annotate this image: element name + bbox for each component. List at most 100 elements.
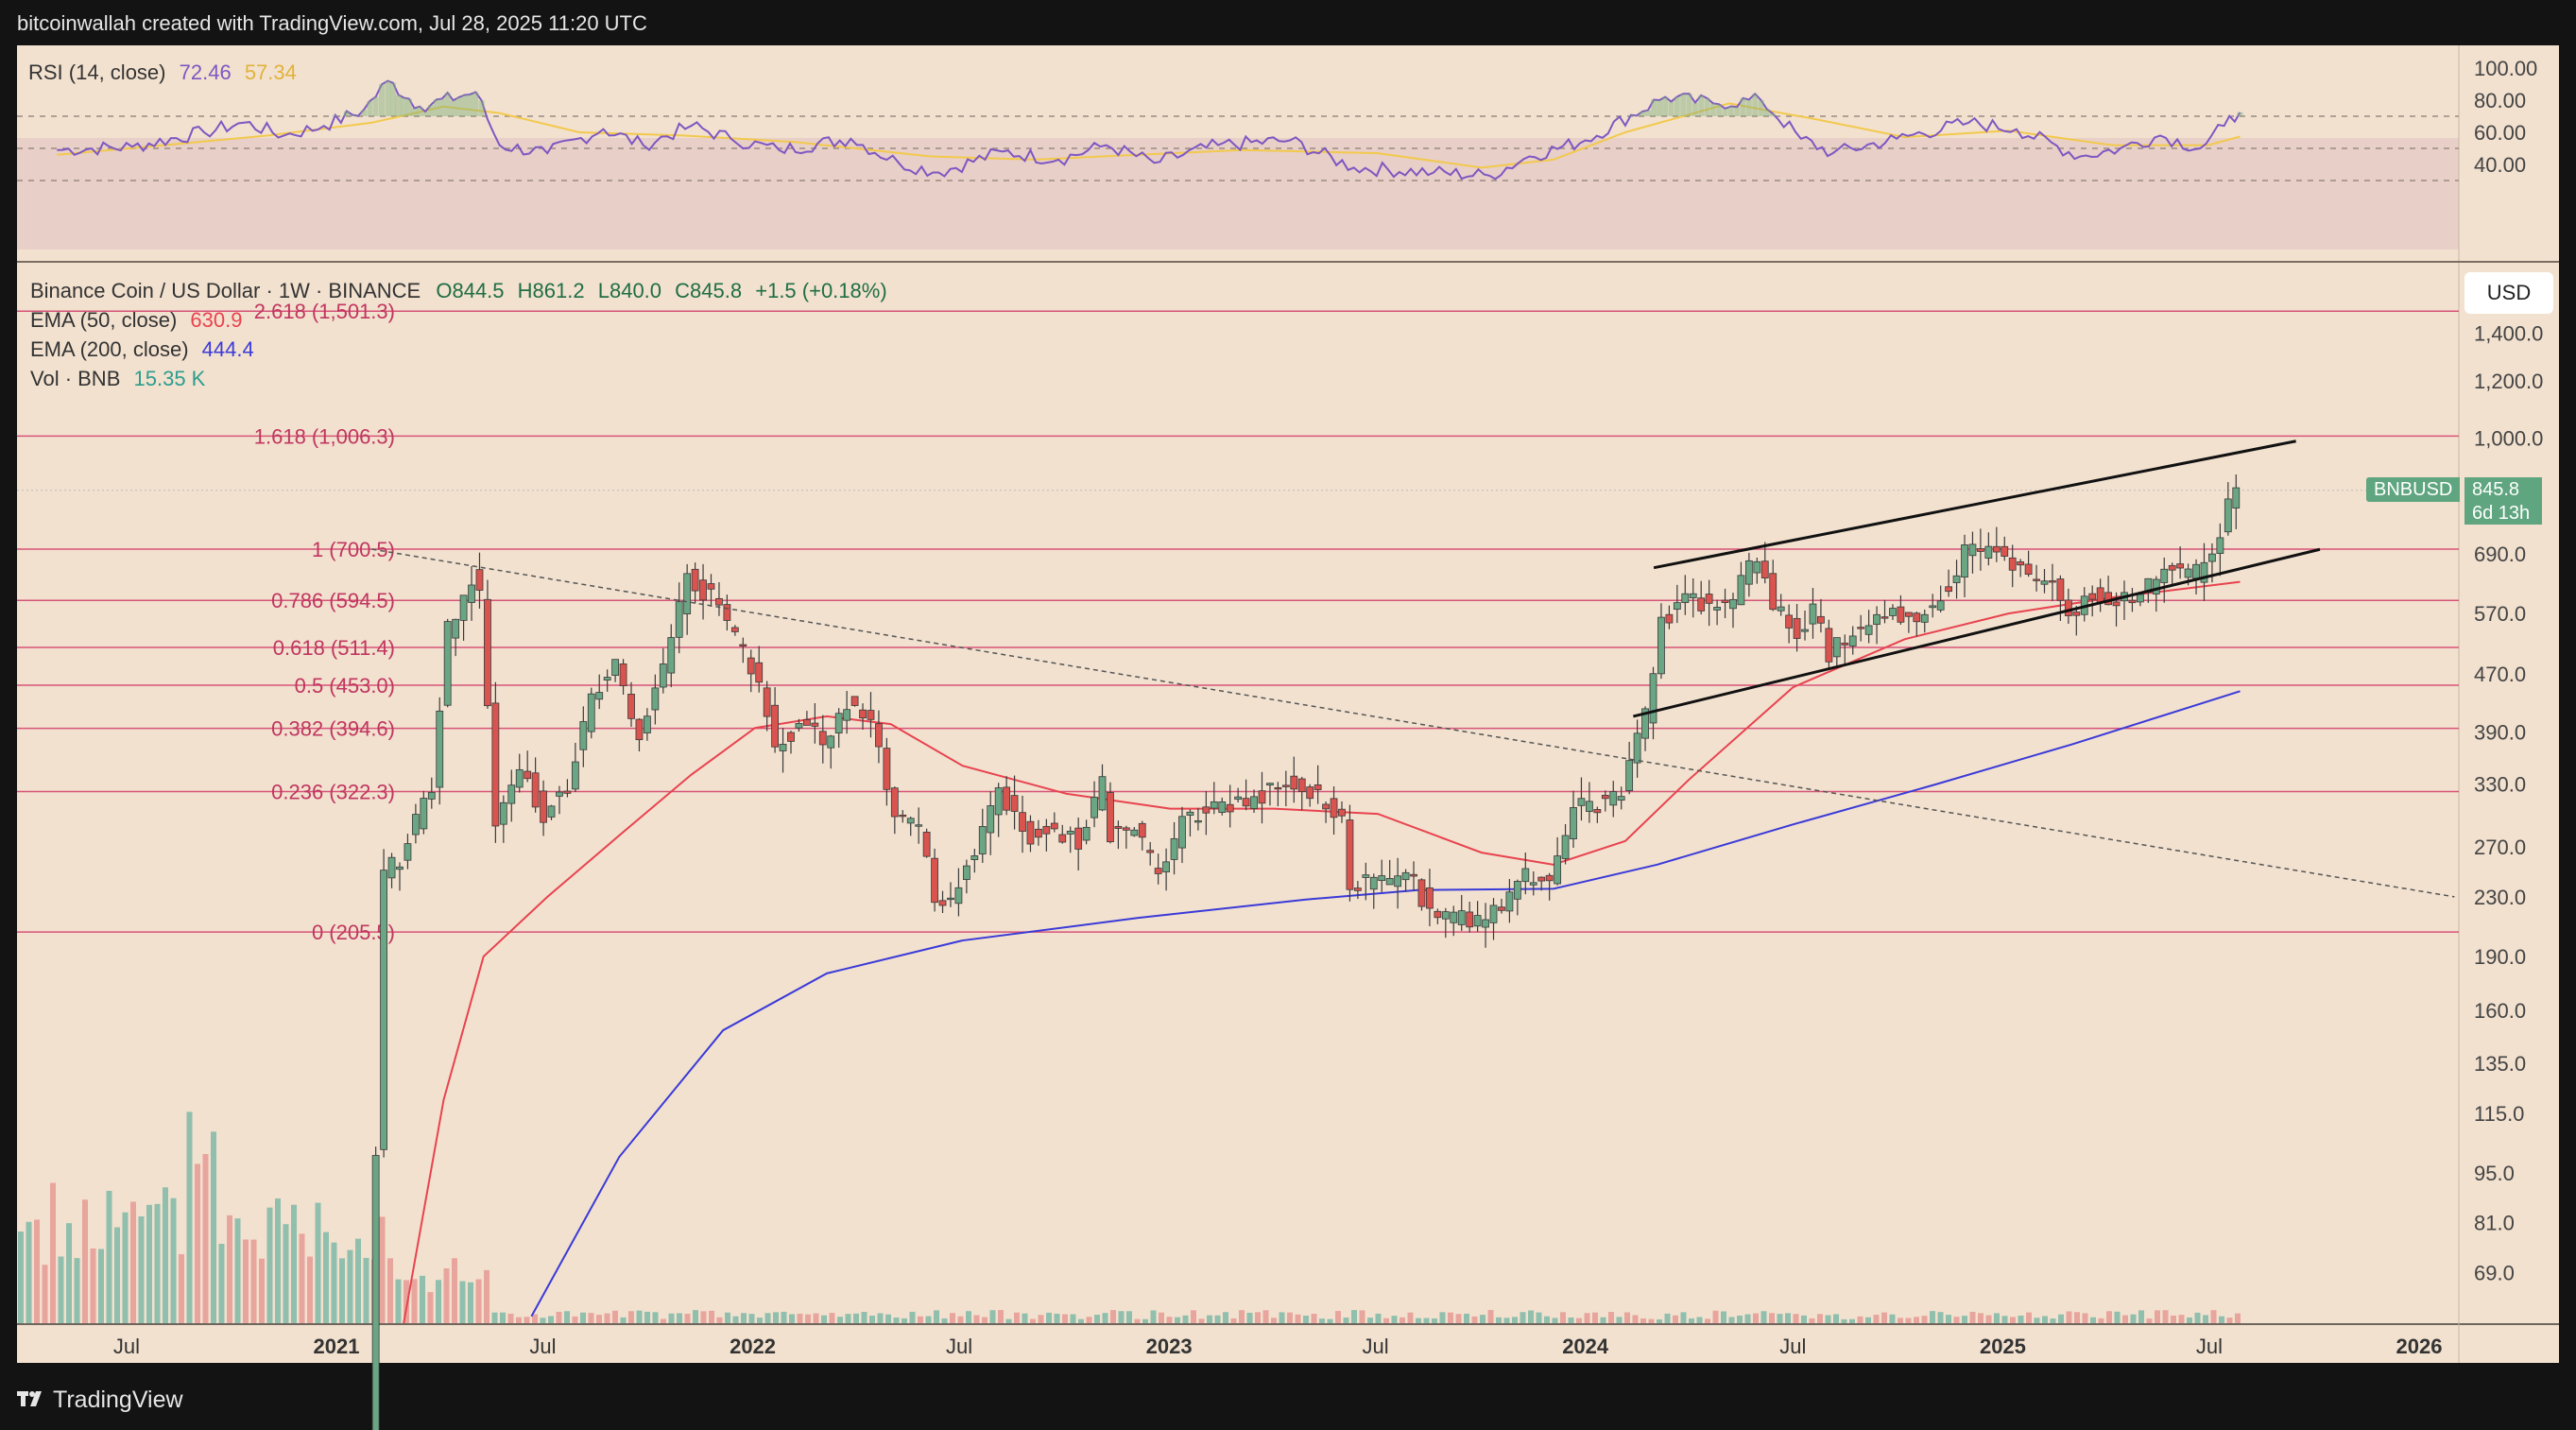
volume-bar — [572, 1316, 578, 1323]
volume-bar — [1712, 1310, 1719, 1323]
candle-body — [1785, 614, 1794, 629]
candle-body — [1281, 784, 1290, 787]
volume-bar — [1464, 1313, 1469, 1323]
volume-bar — [580, 1312, 586, 1323]
candle-body — [2112, 601, 2121, 607]
volume-bar — [1953, 1317, 1960, 1323]
candle-body — [603, 677, 611, 681]
candle-body — [1817, 615, 1825, 624]
volume-bar — [1062, 1314, 1068, 1323]
candle-body — [1521, 868, 1530, 883]
candle-body — [587, 693, 595, 732]
volume-bar — [1600, 1317, 1606, 1323]
volume-bar — [1005, 1318, 1012, 1323]
volume-bar — [1946, 1315, 1951, 1323]
volume-bar — [1014, 1312, 1020, 1323]
rsi-axis-tick: 80.00 — [2474, 89, 2526, 112]
volume-bar — [218, 1244, 225, 1323]
volume-bar — [1737, 1315, 1743, 1323]
volume-bar — [2042, 1316, 2048, 1323]
price-tag-price: 845.8 — [2464, 477, 2542, 502]
volume-bar — [291, 1204, 297, 1323]
volume-bar — [773, 1312, 779, 1323]
downtrend-line — [371, 548, 2455, 898]
volume-bar — [259, 1258, 265, 1323]
candle-body — [491, 702, 500, 827]
candle-body — [2056, 578, 2065, 601]
currency-button[interactable]: USD — [2464, 272, 2553, 314]
candle-body — [1450, 911, 1458, 923]
volume-bar — [1584, 1313, 1590, 1323]
volume-bar — [548, 1316, 554, 1323]
candle-body — [779, 744, 787, 751]
volume-bar — [315, 1202, 321, 1323]
volume-bar — [379, 1216, 386, 1323]
candle-body — [2096, 587, 2104, 603]
candle-body — [1107, 792, 1114, 843]
volume-bar — [989, 1310, 996, 1323]
fib-level-label: 1.618 (1,006.3) — [254, 424, 395, 448]
volume-bar — [1705, 1318, 1710, 1323]
candle-body — [1082, 826, 1091, 841]
volume-bar — [2162, 1310, 2169, 1323]
volume-bar — [1825, 1315, 1831, 1323]
volume-bar — [1608, 1312, 1614, 1323]
candle-body — [1170, 837, 1178, 860]
candle-body — [1880, 616, 1889, 619]
candle-body — [1561, 835, 1570, 859]
volume-bar — [1657, 1318, 1662, 1323]
volume-bar — [2235, 1313, 2241, 1323]
ohlc-close: C845.8 — [675, 279, 743, 302]
fib-level-label: 1 (700.5) — [312, 538, 395, 561]
candle-body — [540, 790, 547, 823]
candle-body — [1913, 612, 1921, 623]
fib-level-label: 0.382 (394.6) — [271, 717, 395, 741]
volume-bar — [1689, 1318, 1694, 1323]
volume-bar — [1070, 1314, 1076, 1323]
ema200-line — [530, 690, 2241, 1318]
volume-bar — [2090, 1317, 2096, 1323]
volume-bar — [1889, 1314, 1896, 1323]
volume-bar — [82, 1199, 88, 1323]
volume-bar — [307, 1256, 313, 1323]
volume-bar — [1166, 1317, 1173, 1323]
candle-body — [556, 791, 563, 797]
volume-bar — [2074, 1312, 2080, 1323]
volume-bar — [813, 1313, 819, 1323]
volume-bar — [114, 1227, 120, 1323]
volume-bar — [130, 1201, 136, 1323]
ema200-label: EMA (200, close) — [30, 337, 189, 361]
candle-body — [667, 637, 676, 674]
volume-bar — [1175, 1317, 1180, 1323]
candle-body — [1482, 919, 1489, 928]
volume-bar — [564, 1311, 570, 1323]
volume-bar — [234, 1218, 241, 1323]
candle-body — [468, 584, 475, 603]
volume-bar — [1833, 1314, 1839, 1323]
candle-body — [1362, 874, 1370, 878]
volume-bar — [789, 1314, 795, 1323]
time-axis-tick: 2024 — [1562, 1335, 1609, 1358]
candle-body — [547, 805, 556, 818]
volume-bar — [2082, 1313, 2088, 1323]
fib-level-label: 0.5 (453.0) — [295, 674, 395, 698]
candle-body — [1322, 803, 1330, 810]
candle-body — [1705, 594, 1713, 604]
volume-bar — [1255, 1312, 1261, 1323]
volume-bar — [893, 1318, 900, 1323]
volume-bar — [700, 1311, 707, 1323]
candle-body — [994, 787, 1003, 816]
volume-bar — [1198, 1318, 1205, 1323]
candle-body — [1066, 831, 1074, 835]
volume-bar — [186, 1111, 193, 1323]
candle-body — [1665, 613, 1674, 624]
candle-body — [906, 818, 915, 824]
candle-body — [2008, 557, 2017, 571]
volume-bar — [1769, 1313, 1775, 1323]
candle-body — [1091, 797, 1098, 818]
candle-body — [371, 1155, 380, 1430]
candle-body — [1952, 575, 1961, 583]
volume-bar — [837, 1317, 843, 1323]
candle-body — [579, 721, 588, 750]
